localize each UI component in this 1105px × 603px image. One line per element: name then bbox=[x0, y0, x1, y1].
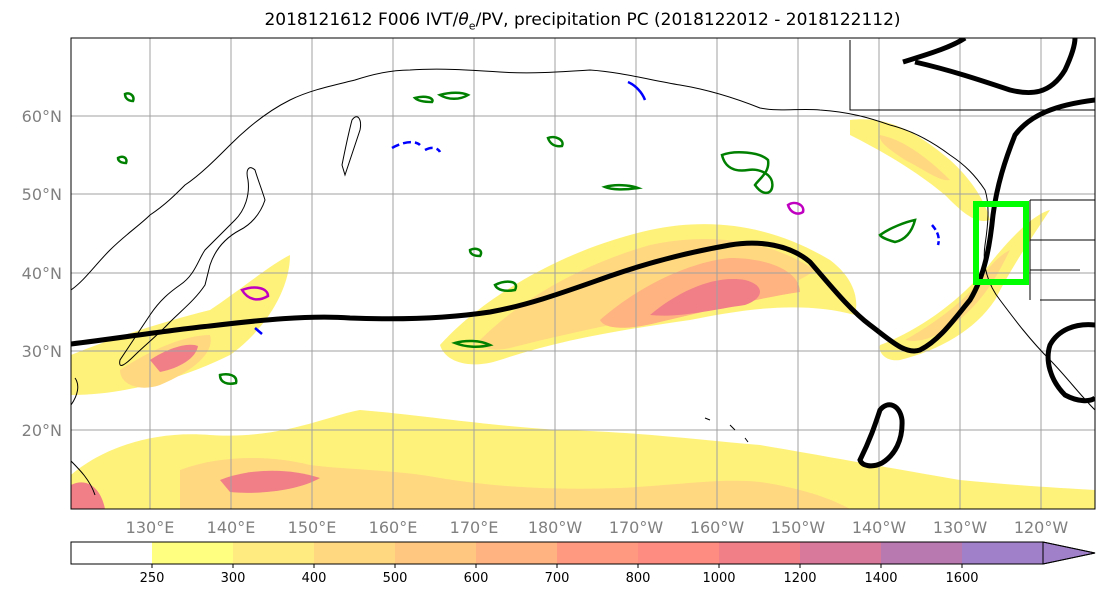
colorbar-frame bbox=[70, 541, 1096, 565]
coastlines bbox=[71, 40, 1095, 496]
lat-label: 30°N bbox=[22, 342, 62, 361]
ivt-south-1000 bbox=[220, 470, 320, 493]
longitude-labels: 130°E 140°E 150°E 160°E 170°E 180°W 170°… bbox=[126, 518, 1069, 537]
lon-label: 180°W bbox=[528, 518, 583, 537]
lon-label: 160°E bbox=[369, 518, 418, 537]
colorbar-label: 300 bbox=[221, 571, 246, 586]
map-frame bbox=[70, 37, 1096, 510]
lon-label: 130°W bbox=[933, 518, 988, 537]
colorbar-label: 500 bbox=[383, 571, 408, 586]
colorbar-segment bbox=[233, 542, 314, 564]
lat-label: 50°N bbox=[22, 185, 62, 204]
map-title: 2018121612 F006 IVT/θe/PV, precipitation… bbox=[264, 10, 901, 33]
highlight-box bbox=[973, 201, 1029, 285]
colorbar-segment bbox=[152, 542, 233, 564]
ivt-alaska-400 bbox=[879, 135, 950, 181]
theta-e-contours bbox=[116, 91, 917, 385]
latitude-labels: 60°N 50°N 40°N 30°N 20°N bbox=[22, 107, 62, 440]
ivt-japan-1000 bbox=[150, 344, 198, 372]
ivt-shading bbox=[71, 119, 1095, 509]
lon-label: 160°W bbox=[690, 518, 745, 537]
ivt-contour bbox=[71, 38, 1095, 469]
lon-label: 170°E bbox=[450, 518, 499, 537]
pv-contours bbox=[240, 80, 940, 335]
colorbar-segment bbox=[638, 542, 719, 564]
colorbar-label: 600 bbox=[464, 571, 489, 586]
ivt-southwest-1000 bbox=[71, 482, 105, 509]
colorbar-segment bbox=[314, 542, 395, 564]
colorbar-label: 800 bbox=[626, 571, 651, 586]
colorbar-label: 400 bbox=[302, 571, 327, 586]
ivt-band-1000 bbox=[650, 279, 760, 316]
lon-label: 130°E bbox=[126, 518, 175, 537]
colorbar-label: 250 bbox=[140, 571, 165, 586]
map-plot-area bbox=[71, 38, 1095, 509]
colorbar-segment bbox=[476, 542, 557, 564]
colorbar-extension bbox=[1042, 541, 1096, 565]
ivt-south-400 bbox=[180, 458, 850, 509]
colorbar-label: 1000 bbox=[702, 571, 735, 586]
lat-label: 20°N bbox=[22, 421, 62, 440]
colorbar-label: 1400 bbox=[864, 571, 897, 586]
colorbar-label: 700 bbox=[545, 571, 570, 586]
lon-label: 150°E bbox=[288, 518, 337, 537]
lon-label: 150°W bbox=[771, 518, 826, 537]
colorbar-label: 1600 bbox=[945, 571, 978, 586]
lat-label: 60°N bbox=[22, 107, 62, 126]
colorbar-segment bbox=[71, 542, 152, 564]
colorbar-segment bbox=[557, 542, 638, 564]
colorbar: 250 300 400 500 600 700 800 1000 1200 1400 1600 bbox=[70, 541, 1096, 586]
ivt-coast-400 bbox=[905, 250, 1010, 341]
colorbar-label: 1200 bbox=[783, 571, 816, 586]
lon-label: 120°W bbox=[1014, 518, 1069, 537]
colorbar-segment bbox=[962, 542, 1043, 564]
lon-label: 170°W bbox=[609, 518, 664, 537]
colorbar-segment bbox=[881, 542, 962, 564]
colorbar-segment bbox=[395, 542, 476, 564]
lon-label: 140°E bbox=[207, 518, 256, 537]
colorbar-segment bbox=[719, 542, 800, 564]
ivt-japan-250 bbox=[71, 255, 290, 395]
lat-label: 40°N bbox=[22, 264, 62, 283]
ivt-coast-250 bbox=[879, 210, 1050, 361]
lon-label: 140°W bbox=[852, 518, 907, 537]
colorbar-segment bbox=[800, 542, 881, 564]
graticule bbox=[71, 38, 1095, 509]
